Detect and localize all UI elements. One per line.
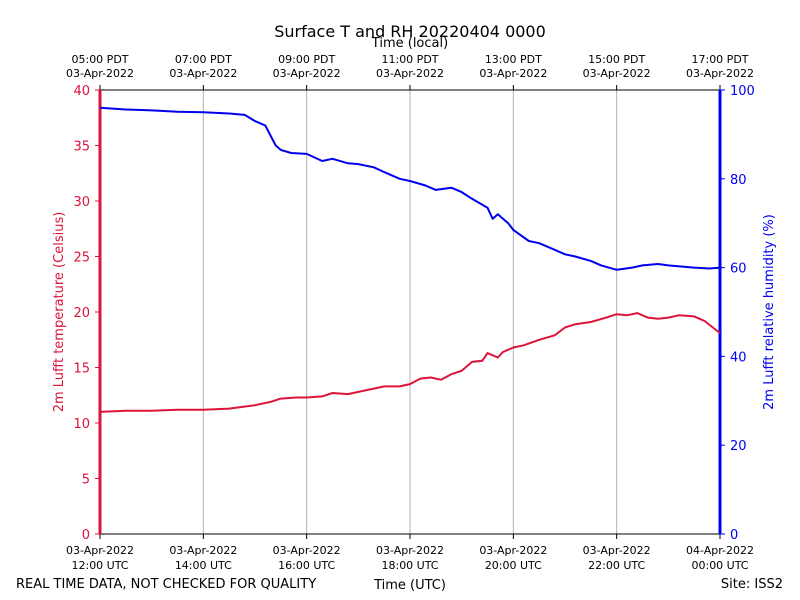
bottom-tick-date: 03-Apr-2022: [479, 544, 547, 557]
left-tick-label: 10: [73, 417, 90, 432]
bottom-tick-time: 14:00 UTC: [175, 559, 232, 572]
bottom-tick-date: 03-Apr-2022: [169, 544, 237, 557]
top-tick-date: 03-Apr-2022: [686, 67, 754, 80]
top-tick-time: 07:00 PDT: [175, 53, 232, 66]
bottom-tick-time: 00:00 UTC: [691, 559, 748, 572]
top-tick-date: 03-Apr-2022: [273, 67, 341, 80]
bottom-tick-date: 03-Apr-2022: [376, 544, 444, 557]
bottom-tick-time: 18:00 UTC: [381, 559, 438, 572]
right-tick-label: 80: [730, 173, 747, 188]
top-tick-date: 03-Apr-2022: [479, 67, 547, 80]
top-tick-time: 15:00 PDT: [588, 53, 645, 66]
top-tick-date: 03-Apr-2022: [376, 67, 444, 80]
bottom-tick-date: 03-Apr-2022: [583, 544, 651, 557]
right-tick-label: 100: [730, 84, 755, 99]
top-tick-time: 09:00 PDT: [278, 53, 335, 66]
site-label: Site: ISS2: [721, 577, 783, 592]
x-axis-label: Time (UTC): [373, 578, 446, 593]
left-tick-label: 5: [82, 473, 90, 488]
bottom-tick-time: 12:00 UTC: [71, 559, 128, 572]
top-tick-time: 17:00 PDT: [691, 53, 748, 66]
left-tick-label: 30: [73, 195, 90, 210]
left-tick-label: 15: [73, 362, 90, 377]
bottom-tick-date: 03-Apr-2022: [273, 544, 341, 557]
left-tick-label: 35: [73, 140, 90, 155]
bottom-tick-time: 22:00 UTC: [588, 559, 645, 572]
left-tick-label: 40: [73, 84, 90, 99]
top-tick-date: 03-Apr-2022: [169, 67, 237, 80]
right-tick-label: 20: [730, 439, 747, 454]
left-tick-label: 20: [73, 306, 90, 321]
left-tick-label: 0: [82, 528, 90, 543]
top-axis-label: Time (local): [371, 36, 448, 51]
quality-disclaimer: REAL TIME DATA, NOT CHECKED FOR QUALITY: [16, 577, 316, 592]
right-y-axis-label: 2m Lufft relative humidity (%): [762, 214, 777, 410]
right-tick-label: 40: [730, 350, 747, 365]
bottom-tick-date: 04-Apr-2022: [686, 544, 754, 557]
chart-title: Surface T and RH 20220404 0000: [274, 22, 546, 41]
bottom-tick-time: 16:00 UTC: [278, 559, 335, 572]
top-tick-date: 03-Apr-2022: [66, 67, 134, 80]
top-tick-date: 03-Apr-2022: [583, 67, 651, 80]
top-tick-time: 11:00 PDT: [381, 53, 438, 66]
humidity-line: [99, 106, 721, 271]
left-y-axis-label: 2m Lufft temperature (Celsius): [52, 212, 67, 413]
temperature-line: [99, 312, 721, 413]
top-tick-time: 05:00 PDT: [71, 53, 128, 66]
bottom-tick-date: 03-Apr-2022: [66, 544, 134, 557]
right-tick-label: 60: [730, 262, 747, 277]
top-tick-time: 13:00 PDT: [485, 53, 542, 66]
right-tick-label: 0: [730, 528, 738, 543]
left-tick-label: 25: [73, 251, 90, 266]
bottom-tick-time: 20:00 UTC: [485, 559, 542, 572]
